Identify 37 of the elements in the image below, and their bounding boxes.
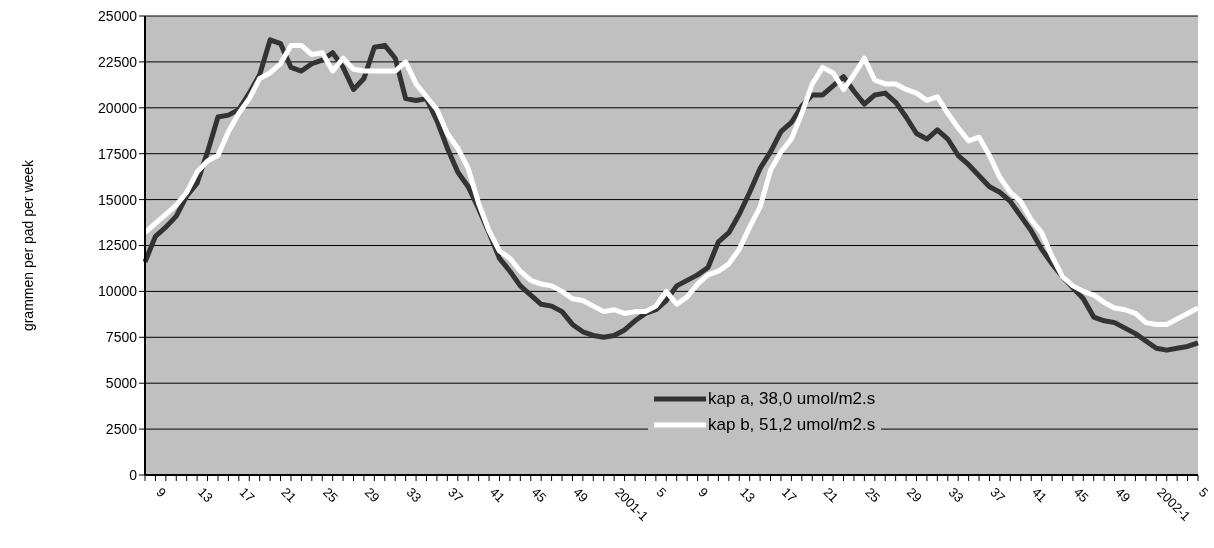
x-tick-label: 29 — [903, 484, 925, 506]
x-tick-label: 41 — [486, 484, 508, 506]
x-tick-label: 25 — [862, 484, 884, 506]
x-tick-label: 13 — [195, 484, 216, 506]
y-tick-label: 5000 — [105, 375, 138, 392]
x-tick-label: 33 — [945, 484, 967, 506]
y-tick-label: 20000 — [98, 99, 138, 116]
x-tick-label: 37 — [445, 484, 467, 506]
x-tick-label: 17 — [778, 484, 800, 506]
x-tick-label: 33 — [403, 484, 425, 506]
x-tick-label: 45 — [1070, 484, 1092, 506]
x-tick-label: 25 — [320, 484, 341, 506]
x-tick-label: 49 — [1112, 484, 1134, 506]
x-tick-label: 41 — [1029, 484, 1050, 506]
x-tick-label: 45 — [528, 484, 550, 506]
y-tick-label: 7500 — [105, 329, 138, 346]
x-tick-label: 21 — [278, 484, 300, 506]
x-tick-label: 21 — [820, 484, 842, 506]
x-tick-label: 5 — [653, 484, 670, 501]
x-tick-label: 13 — [737, 484, 758, 506]
y-axis-title: grammen per pad per week — [19, 158, 36, 332]
x-tick-label: 29 — [361, 484, 383, 506]
x-tick-label: 49 — [570, 484, 592, 506]
y-tick-label: 12500 — [98, 237, 138, 254]
y-tick-label: 25000 — [98, 7, 138, 24]
legend-label: kap a, 38,0 umol/m2.s — [708, 389, 876, 409]
legend-label: kap b, 51,2 umol/m2.s — [708, 415, 876, 435]
y-tick-label: 15000 — [98, 191, 138, 208]
y-tick-label: 2500 — [105, 421, 138, 438]
x-tick-label: 17 — [236, 484, 258, 506]
x-tick-label: 9 — [695, 484, 712, 501]
x-tick-label: 37 — [987, 484, 1009, 506]
y-tick-label: 22500 — [98, 53, 138, 70]
y-tick-label: 10000 — [98, 283, 138, 300]
x-tick-label: 9 — [153, 484, 170, 501]
y-tick-label: 0 — [129, 466, 138, 483]
y-tick-label: 17500 — [98, 145, 138, 162]
